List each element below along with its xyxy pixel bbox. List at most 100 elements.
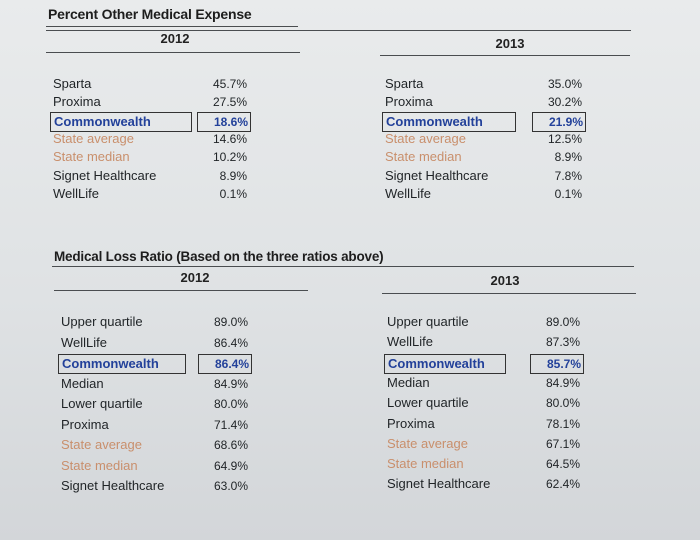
row-label-signet-healthcare: Signet Healthcare: [53, 167, 157, 183]
pct-title: Percent Other Medical Expense: [48, 6, 252, 22]
row-value-welllife: 0.1%: [554, 186, 582, 201]
table-row: State median 64.9%: [58, 457, 358, 477]
row-value-state-average: 12.5%: [547, 131, 582, 146]
row-value-proxima: 27.5%: [212, 95, 247, 110]
table-row: Upper quartile 89.0%: [58, 313, 358, 333]
table-row: Proxima 27.5%: [50, 93, 350, 113]
row-value-welllife: 87.3%: [545, 335, 580, 350]
row-value-proxima: 30.2%: [547, 95, 582, 110]
table-row: Proxima 71.4%: [58, 416, 358, 436]
pct-header-rule: [46, 30, 631, 31]
row-value-commonwealth: 85.7%: [530, 353, 584, 374]
table-row: WellLife 0.1%: [382, 185, 682, 205]
row-label-commonwealth: Commonwealth: [382, 111, 516, 132]
row-label-commonwealth: Commonwealth: [58, 354, 186, 374]
row-value-median: 84.9%: [213, 376, 248, 391]
row-value-state-median: 8.9%: [554, 150, 582, 165]
table-row: State average 68.6%: [58, 436, 358, 456]
row-value-sparta: 35.0%: [547, 77, 582, 91]
mlr-2013-underline: [382, 293, 636, 294]
row-value-upper-quartile: 89.0%: [213, 315, 248, 329]
row-value-sparta: 45.7%: [212, 77, 247, 91]
table-row: State average 14.6%: [50, 130, 350, 150]
pct-title-rule: [46, 26, 298, 27]
row-label-welllife: WellLife: [53, 185, 100, 201]
table-row: State average 12.5%: [382, 130, 682, 150]
row-label-signet-healthcare: Signet Healthcare: [385, 167, 489, 183]
table-row: Median 84.9%: [384, 374, 684, 394]
mlr-2012-year: 2012: [180, 270, 210, 285]
row-label-upper-quartile: Upper quartile: [387, 314, 469, 329]
table-row: Signet Healthcare 63.0%: [58, 477, 358, 497]
table-row: State median 8.9%: [382, 148, 682, 168]
table-row: Commonwealth 21.9%: [382, 111, 682, 132]
table-row: Sparta 45.7%: [50, 75, 350, 95]
mlr-header-rule: [52, 266, 634, 267]
row-value-state-median: 64.5%: [545, 457, 580, 472]
row-label-median: Median: [61, 375, 104, 391]
table-row: Sparta 35.0%: [382, 75, 682, 95]
row-value-welllife: 86.4%: [213, 335, 248, 350]
mlr-2013-year: 2013: [490, 273, 520, 288]
row-value-state-median: 64.9%: [213, 458, 248, 473]
table-row: WellLife 0.1%: [50, 185, 350, 205]
table-row: Lower quartile 80.0%: [384, 394, 684, 414]
row-value-commonwealth: 21.9%: [532, 111, 586, 132]
table-row: State median 64.5%: [384, 455, 684, 475]
row-value-signet-healthcare: 62.4%: [545, 477, 580, 492]
pct-2013-year: 2013: [495, 36, 525, 51]
row-label-lower-quartile: Lower quartile: [61, 396, 143, 411]
row-label-proxima: Proxima: [53, 94, 101, 110]
table-row: Proxima 78.1%: [384, 415, 684, 435]
row-value-state-average: 67.1%: [545, 436, 580, 451]
row-label-signet-healthcare: Signet Healthcare: [61, 478, 165, 493]
row-label-commonwealth: Commonwealth: [50, 111, 192, 132]
row-value-state-average: 14.6%: [212, 131, 247, 146]
mlr-title: Medical Loss Ratio (Based on the three r…: [54, 249, 384, 264]
table-row: Signet Healthcare 62.4%: [384, 475, 684, 495]
row-value-signet-healthcare: 7.8%: [554, 168, 582, 183]
table-row: Upper quartile 89.0%: [384, 313, 684, 333]
row-value-lower-quartile: 80.0%: [545, 396, 580, 411]
table-row: Lower quartile 80.0%: [58, 395, 358, 415]
row-value-signet-healthcare: 8.9%: [219, 168, 247, 183]
table-row: Median 84.9%: [58, 375, 358, 395]
row-value-commonwealth: 86.4%: [198, 354, 252, 374]
row-label-welllife: WellLife: [387, 334, 434, 350]
row-value-welllife: 0.1%: [219, 186, 247, 201]
row-label-commonwealth: Commonwealth: [384, 353, 506, 374]
row-value-proxima: 71.4%: [213, 417, 248, 432]
row-label-state-average: State average: [385, 130, 466, 146]
table-row: Commonwealth 85.7%: [384, 353, 684, 374]
row-label-welllife: WellLife: [385, 185, 432, 201]
table-row: State average 67.1%: [384, 435, 684, 455]
row-label-sparta: Sparta: [385, 76, 424, 91]
row-value-state-median: 10.2%: [212, 150, 247, 165]
row-label-median: Median: [387, 374, 430, 390]
row-label-proxima: Proxima: [387, 415, 435, 431]
row-label-welllife: WellLife: [61, 334, 108, 350]
table-row: WellLife 87.3%: [384, 333, 684, 353]
table-row: Commonwealth 18.6%: [50, 111, 350, 132]
row-value-median: 84.9%: [545, 375, 580, 390]
table-row: Proxima 30.2%: [382, 93, 682, 113]
row-value-signet-healthcare: 63.0%: [213, 479, 248, 493]
row-label-state-median: State median: [53, 149, 130, 165]
table-row: Signet Healthcare 7.8%: [382, 167, 682, 187]
row-label-proxima: Proxima: [385, 94, 433, 110]
table-row: WellLife 86.4%: [58, 334, 358, 354]
row-label-lower-quartile: Lower quartile: [387, 395, 469, 411]
table-row: Signet Healthcare 8.9%: [50, 167, 350, 187]
row-label-upper-quartile: Upper quartile: [61, 314, 143, 329]
row-label-proxima: Proxima: [61, 416, 109, 432]
row-value-lower-quartile: 80.0%: [213, 397, 248, 411]
row-label-state-median: State median: [61, 457, 138, 473]
row-label-state-median: State median: [385, 149, 462, 165]
mlr-2012-underline: [54, 290, 308, 291]
row-label-state-average: State average: [53, 130, 134, 146]
row-label-signet-healthcare: Signet Healthcare: [387, 476, 491, 492]
row-value-proxima: 78.1%: [545, 416, 580, 431]
row-label-sparta: Sparta: [53, 76, 92, 91]
pct-2012-underline: [46, 52, 300, 53]
